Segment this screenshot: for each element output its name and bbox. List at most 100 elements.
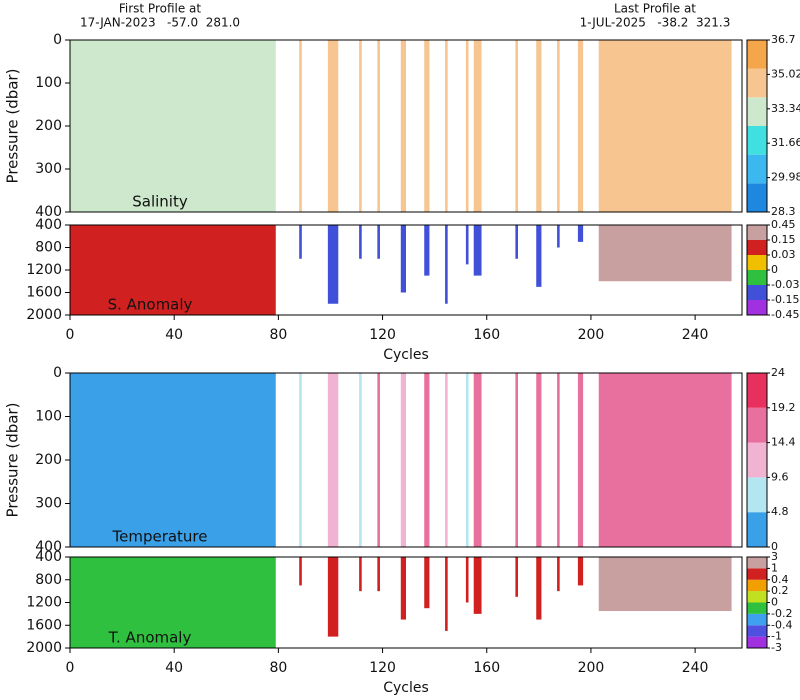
profile-segment [473, 225, 482, 276]
colorbar-band [747, 636, 767, 648]
profile-segment [299, 40, 302, 212]
y-tick-label: 1600 [26, 617, 62, 633]
colorbar-label: 0.45 [771, 218, 796, 231]
x-tick-label: 80 [269, 327, 287, 343]
profile-segment [445, 225, 448, 304]
profile-segment [598, 373, 732, 547]
colorbar-band [747, 477, 767, 513]
colorbar-label: 0.2 [771, 584, 789, 597]
profile-segment [557, 225, 560, 248]
profile-segment [299, 373, 302, 547]
profile-segment [400, 40, 406, 212]
colorbar-band [747, 183, 767, 212]
colorbar-band [747, 300, 767, 315]
x-tick-label: 40 [165, 327, 183, 343]
profile-segment [515, 40, 518, 212]
profile-segment [465, 557, 469, 603]
profile-segment [377, 40, 380, 212]
panel-label: T. Anomaly [108, 629, 192, 647]
colorbar-frame [746, 372, 768, 548]
colorbar-label: 0.4 [771, 573, 789, 586]
profile-segment [327, 557, 339, 637]
colorbar-band [747, 270, 767, 285]
profile-segment [70, 40, 276, 212]
colorbar-label: 29.98 [771, 171, 800, 184]
profile-segment [473, 40, 482, 212]
colorbar-band [747, 568, 767, 580]
profile-segment [327, 373, 339, 547]
profile-segment [473, 373, 482, 547]
x-tick-label: 160 [473, 660, 500, 676]
y-tick-label: 2000 [26, 307, 62, 323]
colorbar-label: 14.4 [771, 436, 796, 449]
colorbar-label: 19.2 [771, 401, 796, 414]
x-tick-label: 240 [682, 660, 709, 676]
profile-segment [359, 40, 362, 212]
profile-segment [465, 40, 469, 212]
colorbar-band [747, 154, 767, 184]
profile-segment [327, 225, 339, 304]
colorbar-label: 0 [771, 540, 778, 553]
colorbar-band [747, 591, 767, 603]
colorbar-band [747, 602, 767, 614]
x-tick-label: 200 [578, 660, 605, 676]
profile-segment [377, 557, 380, 592]
profile-segment [465, 225, 469, 265]
profile-segment [445, 373, 448, 547]
profile-segment [598, 40, 732, 212]
x-tick-label: 80 [269, 660, 287, 676]
y-tick-label: 300 [35, 496, 62, 512]
y-axis-label: Pressure (dbar) [4, 403, 22, 518]
profile-segment [327, 40, 339, 212]
colorbar-label: 35.02 [771, 67, 800, 80]
y-tick-label: 1200 [26, 595, 62, 611]
colorbar-label: -3 [771, 641, 782, 654]
y-tick-label: 300 [35, 161, 62, 177]
first-label: First Profile at [119, 2, 202, 16]
y-tick-label: 200 [35, 118, 62, 134]
profile-segment [70, 225, 276, 315]
colorbar-band [747, 285, 767, 300]
profile-segment [473, 557, 482, 614]
profile-segment [536, 373, 542, 547]
colorbar-label: 3 [771, 550, 778, 563]
colorbar-band [747, 225, 767, 240]
colorbar-label: 1 [771, 561, 778, 574]
y-tick-label: 800 [35, 572, 62, 588]
y-tick-label: 800 [35, 240, 62, 256]
y-tick-label: 200 [35, 452, 62, 468]
panel-label: Temperature [111, 528, 207, 546]
x-tick-label: 160 [473, 327, 500, 343]
last-label: Last Profile at [614, 2, 696, 16]
profile-segment [577, 225, 584, 242]
x-tick-label: 120 [369, 327, 396, 343]
profile-segment [70, 373, 276, 547]
y-tick-label: 0 [53, 32, 62, 48]
profile-segment [445, 557, 448, 631]
colorbar-band [747, 579, 767, 592]
colorbar-label: 0.03 [771, 248, 796, 261]
colorbar-band [747, 613, 767, 626]
profile-segment [577, 373, 584, 547]
colorbar-band [747, 557, 767, 569]
profile-segment [400, 373, 406, 547]
colorbar-band [747, 625, 767, 637]
profile-segment [465, 373, 469, 547]
colorbar-band [747, 442, 767, 478]
profile-segment [557, 40, 560, 212]
y-tick-label: 100 [35, 409, 62, 425]
colorbar-label: -0.4 [771, 618, 792, 631]
y-axis-label: Pressure (dbar) [4, 69, 22, 184]
panel-label: S. Anomaly [108, 296, 193, 314]
profile-segment [299, 557, 302, 586]
colorbar-band [747, 240, 767, 255]
y-tick-label: 400 [35, 217, 62, 233]
profile-segment [359, 557, 362, 592]
profile-segment [515, 373, 518, 547]
profile-segment [577, 557, 584, 586]
profile-segment [557, 373, 560, 547]
profile-segment [424, 557, 430, 609]
last-info: 1-JUL-2025 -38.2 321.3 [580, 16, 731, 30]
profile-segment [299, 225, 302, 259]
